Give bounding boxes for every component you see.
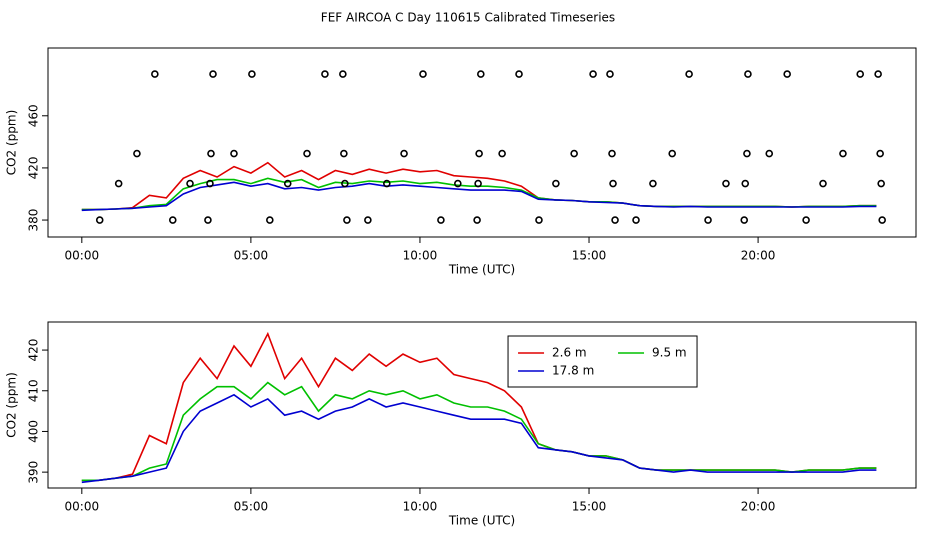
plot-frame [47, 47, 917, 238]
point [206, 179, 214, 188]
point [589, 70, 597, 78]
point [303, 149, 311, 158]
point [400, 149, 408, 158]
plot-frame [47, 321, 917, 489]
point [783, 70, 791, 78]
x-tick-label: 10:00 [403, 249, 438, 263]
point [740, 216, 749, 224]
point [878, 216, 886, 224]
point [207, 149, 215, 158]
y-tick-label: 460 [27, 104, 41, 127]
point [477, 70, 485, 78]
point [343, 216, 351, 224]
point [877, 179, 885, 188]
point [802, 216, 810, 224]
point [475, 149, 483, 158]
point [209, 70, 217, 78]
y-axis-label: CO2 (ppm) [5, 110, 19, 176]
point [606, 70, 614, 78]
point [704, 216, 712, 224]
x-tick-label: 05:00 [234, 249, 269, 263]
point [204, 216, 212, 224]
x-tick-label: 05:00 [234, 500, 269, 514]
point [474, 179, 482, 188]
x-tick-label: 15:00 [572, 249, 607, 263]
point [230, 149, 238, 158]
point [473, 216, 481, 224]
y-tick-label: 420 [27, 339, 41, 362]
point [364, 216, 372, 224]
point [535, 216, 543, 224]
point [498, 149, 506, 158]
point [515, 70, 523, 78]
series-line [81, 177, 877, 211]
y-tick-label: 380 [27, 209, 41, 232]
point [95, 216, 104, 224]
point [339, 70, 347, 78]
y-tick-label: 420 [27, 156, 41, 179]
y-tick-label: 410 [27, 379, 41, 402]
point [609, 179, 617, 188]
point [419, 70, 427, 78]
point [685, 70, 693, 78]
point [341, 179, 349, 188]
point [283, 179, 292, 188]
point [744, 70, 752, 78]
series-line [81, 381, 877, 482]
point [611, 216, 619, 224]
point [552, 179, 560, 188]
x-tick-label: 20:00 [741, 500, 776, 514]
legend-box [507, 335, 698, 388]
x-tick-label: 10:00 [403, 500, 438, 514]
point [168, 216, 177, 224]
legend-label: 9.5 m [652, 346, 687, 360]
point [874, 70, 882, 78]
point [248, 70, 256, 78]
x-axis-label: Time (UTC) [448, 263, 515, 277]
point [743, 149, 751, 158]
point [570, 149, 578, 158]
legend-label: 17.8 m [552, 364, 594, 378]
chart-title: FEF AIRCOA C Day 110615 Calibrated Times… [321, 11, 615, 25]
point [741, 179, 750, 188]
legend-label: 2.6 m [552, 346, 587, 360]
point [608, 149, 616, 158]
point [649, 179, 657, 188]
point [437, 216, 445, 224]
point [186, 179, 194, 188]
x-tick-label: 00:00 [65, 249, 100, 263]
series-line [81, 393, 877, 484]
point [856, 70, 865, 78]
point [151, 70, 159, 78]
point [133, 149, 141, 158]
point [383, 179, 391, 188]
x-axis-label: Time (UTC) [448, 514, 515, 528]
point [454, 179, 462, 188]
point [114, 179, 123, 188]
x-tick-label: 00:00 [65, 500, 100, 514]
y-tick-label: 400 [27, 420, 41, 443]
point [321, 70, 329, 78]
point [876, 149, 884, 158]
y-tick-label: 390 [27, 461, 41, 484]
point [266, 216, 274, 224]
point [839, 149, 847, 158]
point [632, 216, 640, 224]
point [340, 149, 348, 158]
series-line [81, 181, 877, 212]
x-tick-label: 15:00 [572, 500, 607, 514]
y-axis-label: CO2 (ppm) [5, 372, 19, 438]
point [668, 149, 677, 158]
point [819, 179, 827, 188]
point [722, 179, 730, 188]
point [765, 149, 774, 158]
x-tick-label: 20:00 [741, 249, 776, 263]
